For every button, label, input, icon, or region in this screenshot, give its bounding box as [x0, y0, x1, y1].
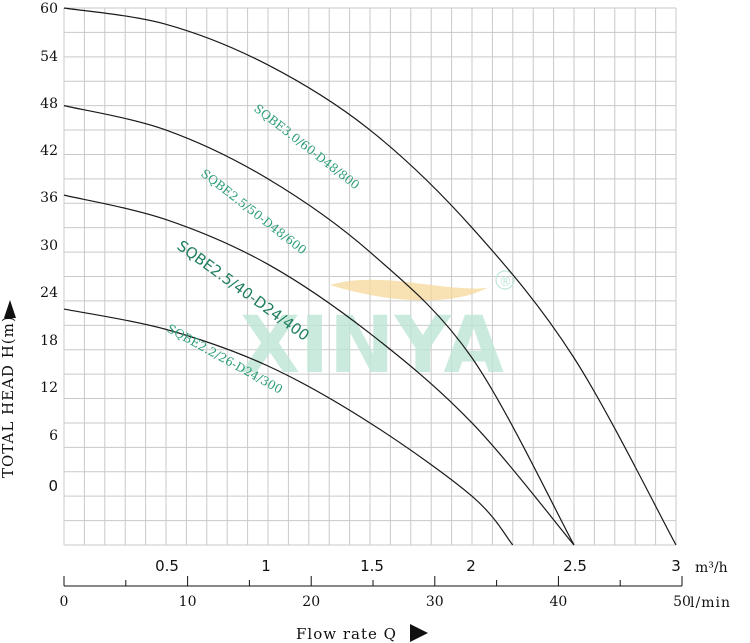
y-tick-label: 30	[40, 238, 58, 254]
x-unit-m3h: m³/h	[695, 560, 728, 576]
y-tick-label: 18	[40, 333, 58, 349]
y-axis-title-group: TOTAL HEAD H(m)	[0, 300, 17, 478]
x-tick-label-lmin: 50	[673, 594, 691, 610]
x-tick-label-lmin: 20	[302, 594, 320, 610]
x-tick-label-m3h: 2.5	[563, 557, 587, 575]
grid	[63, 7, 677, 546]
x-tick-labels-m3h: 0.5 1 1.5 2 2.5 3	[155, 557, 681, 575]
x-tick-label-lmin: 10	[179, 594, 197, 610]
lmin-axis: 0 10 20 30 40 50 l/min	[60, 576, 731, 611]
x-axis-title-group: Flow rate Q	[296, 624, 428, 643]
series-curve-3	[63, 194, 575, 546]
y-tick-label: 24	[40, 285, 58, 301]
series-curve-2	[63, 105, 575, 546]
watermark-text: XINYA	[240, 301, 504, 391]
watermark-logo: XINYA ®	[240, 270, 515, 391]
y-axis-title: TOTAL HEAD H(m)	[0, 315, 17, 478]
registered-mark: ®	[499, 275, 512, 290]
x-axis-title: Flow rate Q	[296, 625, 397, 643]
series-label-2: SQBE2.5/50-D48/600	[198, 166, 309, 257]
watermark-swoosh	[330, 279, 487, 301]
x-tick-label-m3h: 2	[466, 557, 476, 575]
x-tick-label-lmin: 30	[426, 594, 444, 610]
y-tick-label: 48	[40, 96, 58, 112]
x-unit-lmin: l/min	[690, 595, 731, 611]
y-tick-label: 12	[40, 380, 58, 396]
y-tick-label: 36	[40, 190, 58, 206]
series-curve-1	[63, 7, 677, 546]
x-tick-label-lmin: 40	[549, 594, 567, 610]
x-tick-label-m3h: 3	[671, 557, 681, 575]
x-tick-label-m3h: 1	[261, 557, 271, 575]
x-tick-label-lmin: 0	[60, 594, 69, 610]
registered-mark-circle	[495, 270, 515, 290]
y-tick-label: 60	[40, 1, 58, 17]
up-arrow-icon	[4, 300, 16, 318]
y-tick-label: 6	[49, 428, 58, 444]
y-tick-label: 0	[48, 477, 58, 495]
y-tick-label: 42	[40, 143, 58, 159]
x-tick-label-m3h: 0.5	[155, 557, 179, 575]
x-tick-label-m3h: 1.5	[360, 557, 384, 575]
x-tick-labels-lmin: 0 10 20 30 40 50	[60, 594, 691, 610]
right-arrow-icon	[410, 624, 428, 642]
y-tick-label: 54	[40, 49, 58, 65]
series-curve-4	[63, 308, 514, 546]
lmin-ticks	[63, 576, 683, 586]
